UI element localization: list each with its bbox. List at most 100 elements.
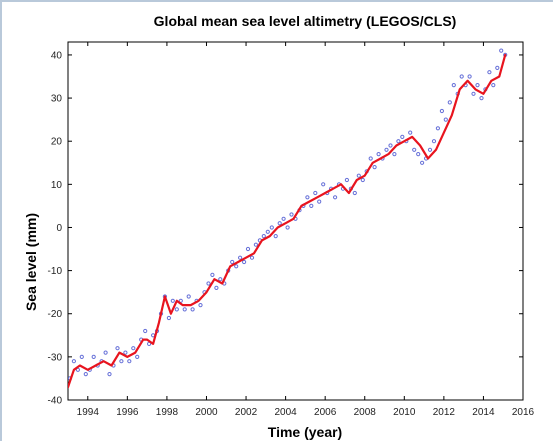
- data-point: [317, 199, 322, 204]
- data-point: [182, 307, 187, 312]
- data-point: [277, 221, 282, 226]
- data-point: [368, 156, 373, 161]
- data-point: [392, 152, 397, 157]
- data-point: [269, 225, 274, 230]
- data-point: [127, 359, 132, 364]
- data-point: [273, 234, 278, 239]
- data-point: [174, 307, 179, 312]
- data-point: [309, 203, 314, 208]
- data-point: [261, 234, 266, 239]
- data-point: [471, 91, 476, 96]
- data-point: [352, 190, 357, 196]
- data-point: [384, 147, 389, 152]
- data-point: [234, 264, 239, 269]
- x-tick-label: 2000: [195, 407, 218, 418]
- data-point: [115, 346, 120, 351]
- data-point: [253, 242, 258, 247]
- data-point: [376, 152, 381, 157]
- y-tick-label: -20: [48, 309, 63, 320]
- data-point: [451, 83, 456, 88]
- data-point: [372, 165, 377, 170]
- data-point: [242, 259, 247, 265]
- data-point: [396, 139, 401, 144]
- data-point: [103, 350, 108, 355]
- data-point: [131, 346, 136, 351]
- data-point: [238, 255, 243, 260]
- data-point: [495, 65, 500, 71]
- data-point: [218, 277, 223, 282]
- data-point: [186, 294, 191, 299]
- y-tick-label: -30: [48, 352, 63, 363]
- data-point: [285, 225, 290, 230]
- x-tick-label: 1994: [77, 407, 100, 418]
- data-point: [210, 272, 215, 277]
- data-point: [435, 126, 440, 131]
- data-point: [427, 147, 433, 152]
- data-point: [190, 307, 195, 312]
- data-point: [170, 298, 175, 303]
- x-tick-label: 2016: [512, 407, 535, 418]
- data-point: [265, 229, 270, 234]
- y-axis-label: Sea level (mm): [23, 213, 39, 311]
- y-tick-label: 10: [51, 180, 63, 191]
- data-point: [79, 354, 84, 359]
- x-tick-label: 2004: [274, 407, 297, 418]
- data-point: [214, 285, 219, 290]
- data-point: [443, 117, 448, 122]
- data-point: [439, 108, 444, 114]
- data-point: [388, 143, 393, 148]
- data-point: [305, 195, 310, 200]
- data-point: [467, 74, 472, 79]
- data-point: [83, 372, 88, 377]
- data-point: [431, 139, 437, 144]
- data-point: [408, 130, 413, 135]
- data-point: [479, 96, 484, 101]
- x-axis-label: Time (year): [268, 424, 342, 440]
- data-point: [321, 182, 326, 187]
- data-point: [119, 359, 124, 364]
- y-tick-label: 0: [56, 223, 62, 234]
- data-point: [459, 74, 464, 79]
- x-tick-label: 2014: [472, 407, 495, 418]
- axis-ticks: 1994 1996 1998 2000 2002 2004 2006 2008 2010 2012…: [48, 42, 535, 418]
- data-point: [412, 147, 417, 152]
- y-tick-label: 40: [51, 50, 63, 61]
- data-point: [333, 195, 338, 200]
- data-point: [71, 359, 77, 364]
- series-line: [68, 53, 507, 389]
- data-point: [135, 354, 140, 359]
- data-point: [400, 134, 405, 139]
- data-point: [475, 83, 480, 88]
- plot-area: [67, 41, 524, 401]
- x-tick-label: 2008: [354, 407, 377, 418]
- chart-title: Global mean sea level altimetry (LEGOS/C…: [154, 13, 457, 29]
- data-point: [230, 259, 235, 265]
- data-point: [123, 350, 128, 355]
- data-point: [416, 152, 421, 157]
- y-tick-label: -10: [48, 266, 63, 277]
- data-point: [313, 190, 318, 196]
- data-point: [447, 100, 452, 105]
- x-tick-label: 2010: [393, 407, 416, 418]
- x-tick-label: 1998: [156, 407, 179, 418]
- data-point: [344, 177, 349, 183]
- x-tick-label: 2006: [314, 407, 337, 418]
- data-point: [143, 328, 148, 334]
- data-point: [420, 160, 425, 165]
- data-point: [289, 212, 294, 217]
- data-point: [107, 372, 112, 377]
- data-point: [281, 216, 286, 221]
- y-tick-label: 30: [51, 94, 63, 105]
- series-layer: [68, 48, 508, 389]
- data-point: [356, 173, 361, 178]
- data-point: [249, 255, 255, 260]
- y-tick-label: -40: [48, 396, 63, 407]
- data-point: [245, 246, 251, 252]
- data-point: [487, 70, 492, 75]
- data-point: [360, 177, 365, 183]
- data-point: [491, 83, 496, 88]
- data-point: [206, 281, 211, 286]
- data-point: [499, 48, 504, 53]
